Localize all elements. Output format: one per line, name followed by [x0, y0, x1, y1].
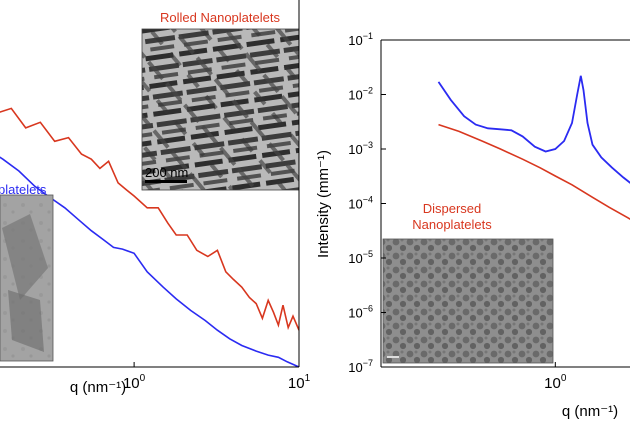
series-line-rolled [0, 107, 299, 331]
inset-scale-mark [387, 356, 399, 358]
series-line-dispersed [0, 156, 299, 367]
y-tick-label: 10−4 [348, 195, 373, 212]
x-tick-label: 101 [288, 373, 311, 392]
series-line-dispersed-smooth [438, 123, 630, 221]
inset-image-rolled [141, 28, 300, 191]
inset-scale-label: 200 nm [145, 165, 188, 180]
y-tick-label: 10−3 [348, 140, 373, 157]
left-x-axis-label: q (nm⁻¹) [70, 379, 126, 396]
y-tick-label: 10−6 [348, 304, 373, 321]
inset-label-dispersed-line1: Dispersed [423, 201, 482, 216]
x-tick-label: 100 [123, 373, 146, 392]
right-y-axis-label: Intensity (mm⁻¹) [315, 150, 332, 258]
inset-label-rolled: Rolled Nanoplatelets [160, 10, 280, 25]
y-tick-label: 10−5 [348, 249, 373, 266]
y-tick-label: 10−7 [348, 358, 373, 375]
right-x-ticks: 100 [544, 362, 567, 392]
x-tick-label: 100 [544, 373, 567, 392]
left-x-ticks: 10−1100101 [123, 362, 311, 392]
right-y-ticks: 10−1 10−2 10−3 10−4 10−5 10−6 10−7 [348, 31, 386, 375]
inset-label-platelets: platelets [0, 182, 47, 197]
y-tick-label: 10−2 [348, 86, 373, 103]
right-panel: Intensity (mm⁻¹) Dispersed Nanoplatelets… [315, 31, 630, 420]
y-tick-label: 10−1 [348, 31, 373, 48]
right-series-layer [437, 75, 630, 221]
inset-label-dispersed-line2: Nanoplatelets [412, 217, 492, 232]
inset-image-dispersed-left [0, 194, 54, 362]
series-line-rolled-peaked [437, 75, 630, 184]
inset-image-dispersed [382, 238, 554, 364]
scale-bar [145, 180, 187, 183]
left-series-layer [0, 107, 299, 367]
right-x-axis-label: q (nm⁻¹) [562, 403, 618, 420]
left-panel: platelets 200 nm Rolled Nanoplatelets 10… [0, 0, 311, 396]
